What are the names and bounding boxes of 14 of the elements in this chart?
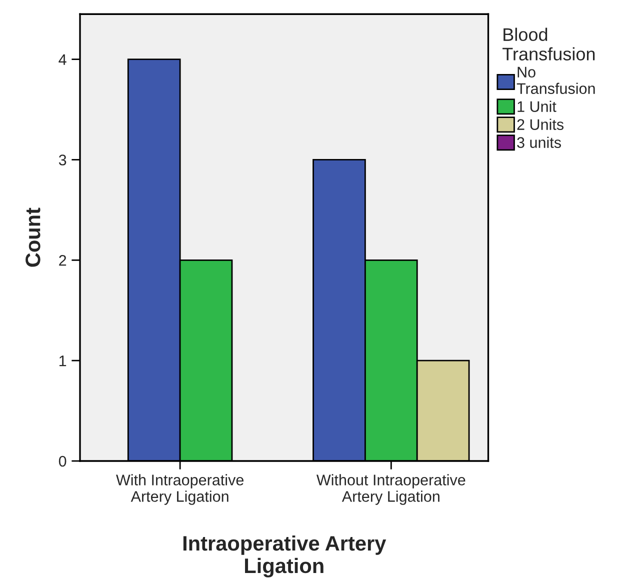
x-axis-title: Intraoperative Artery Ligation	[183, 535, 386, 578]
legend-label: 3 units	[517, 136, 561, 148]
y-tick-label: 4	[58, 54, 66, 65]
y-tick-label: 0	[58, 456, 66, 467]
y-axis-title: Count	[26, 208, 40, 267]
legend-label: 2 Units	[517, 118, 564, 130]
legend-label: 1 Unit	[518, 100, 556, 112]
y-tick-label: 1	[59, 356, 66, 366]
legend-label: No Transfusion	[516, 66, 595, 94]
legend-title: Blood Transfusion	[502, 28, 595, 60]
x-tick-label: Without Intraoperative Artery Ligation	[316, 474, 466, 505]
x-tick-label: With Intraoperative Artery Ligation	[116, 474, 244, 505]
y-tick-label: 3	[58, 154, 66, 166]
y-tick-label: 2	[59, 255, 66, 266]
